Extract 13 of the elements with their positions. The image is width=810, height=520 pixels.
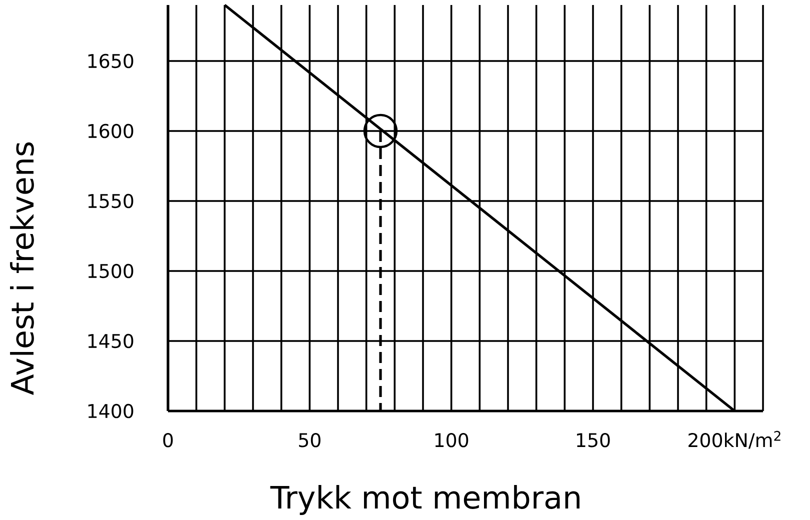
x-tick-label: 200kN/m$^{2}$ — [688, 430, 780, 449]
x-tick-label: 50 — [299, 432, 320, 448]
y-tick-label: 1400 — [88, 404, 134, 418]
x-tick-label: 150 — [577, 432, 610, 448]
y-axis-title: Avlest i frekvens — [10, 142, 34, 396]
y-tick-label: 1500 — [88, 264, 134, 278]
y-tick-label: 1650 — [88, 54, 134, 68]
x-axis-title: Trykk mot membran — [270, 485, 580, 515]
y-tick-label: 1450 — [88, 334, 134, 348]
y-tick-label: 1550 — [88, 194, 134, 208]
x-tick-label: 0 — [163, 432, 173, 448]
y-tick-label: 1600 — [88, 124, 134, 138]
x-tick-label: 100 — [435, 432, 468, 448]
